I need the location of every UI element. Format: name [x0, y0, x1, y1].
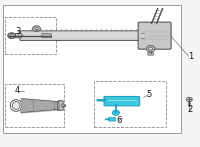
FancyBboxPatch shape — [141, 33, 144, 38]
FancyBboxPatch shape — [3, 5, 181, 133]
Text: 6: 6 — [116, 116, 122, 125]
Circle shape — [8, 33, 16, 38]
FancyBboxPatch shape — [20, 31, 144, 40]
Circle shape — [32, 26, 40, 32]
Circle shape — [35, 27, 38, 30]
FancyBboxPatch shape — [138, 22, 171, 49]
Text: 2: 2 — [188, 105, 193, 114]
FancyBboxPatch shape — [42, 34, 51, 38]
FancyBboxPatch shape — [58, 101, 63, 110]
FancyBboxPatch shape — [104, 96, 140, 106]
FancyBboxPatch shape — [148, 52, 153, 55]
Circle shape — [8, 33, 16, 39]
Ellipse shape — [12, 102, 20, 110]
Circle shape — [10, 35, 14, 37]
Circle shape — [10, 34, 14, 37]
Circle shape — [149, 47, 153, 50]
Text: 3: 3 — [15, 27, 20, 36]
FancyBboxPatch shape — [15, 33, 22, 38]
Text: 1: 1 — [188, 52, 193, 61]
FancyBboxPatch shape — [108, 117, 115, 121]
Circle shape — [186, 97, 192, 102]
Circle shape — [146, 46, 155, 52]
Circle shape — [62, 104, 66, 107]
Circle shape — [112, 110, 119, 115]
Text: 5: 5 — [146, 90, 151, 99]
Text: 4: 4 — [15, 86, 20, 95]
